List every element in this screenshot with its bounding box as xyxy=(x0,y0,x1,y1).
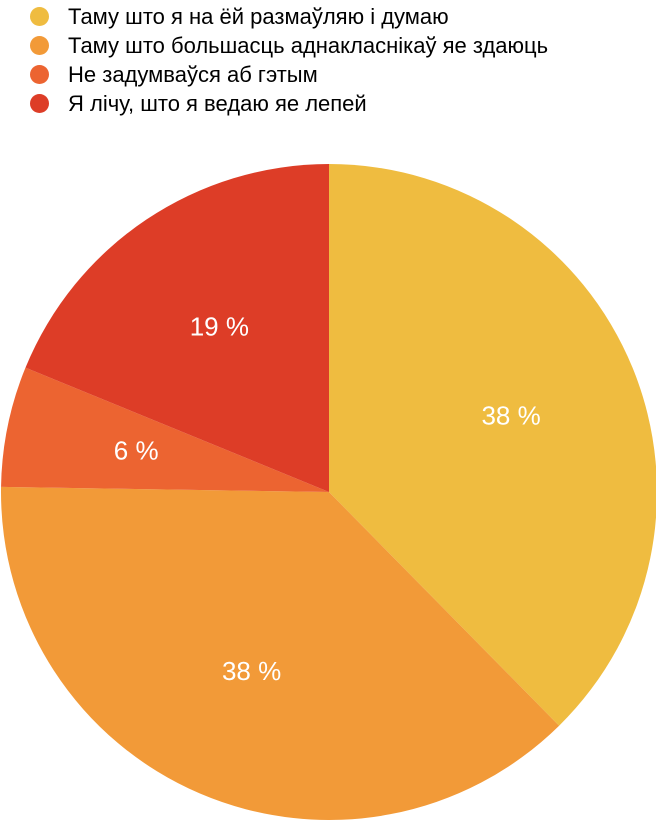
legend-swatch xyxy=(30,7,49,26)
legend-item: Я лічу, што я ведаю яе лепей xyxy=(30,89,548,118)
legend-label: Не задумваўся аб гэтым xyxy=(68,61,318,87)
slice-label: 6 % xyxy=(114,435,159,465)
legend-label: Таму што большасць аднакласнікаў яе здаю… xyxy=(68,32,549,58)
legend: Таму што я на ёй размаўляю і думаю Таму … xyxy=(30,2,548,118)
legend-label: Я лічу, што я ведаю яе лепей xyxy=(68,90,367,116)
pie-slice xyxy=(25,164,329,492)
legend-label: Таму што я на ёй размаўляю і думаю xyxy=(68,3,449,29)
pie-slice xyxy=(329,164,656,726)
legend-swatch xyxy=(30,65,49,84)
legend-item: Таму што я на ёй размаўляю і думаю xyxy=(30,2,548,31)
legend-swatch xyxy=(30,36,49,55)
legend-item: Таму што большасць аднакласнікаў яе здаю… xyxy=(30,31,548,60)
legend-item: Не задумваўся аб гэтым xyxy=(30,60,548,89)
legend-swatch xyxy=(30,94,49,113)
pie-slice xyxy=(1,367,329,492)
pie-slice xyxy=(1,486,560,820)
slice-label: 19 % xyxy=(190,311,249,341)
slice-label: 38 % xyxy=(481,400,540,430)
slice-label: 38 % xyxy=(222,656,281,686)
